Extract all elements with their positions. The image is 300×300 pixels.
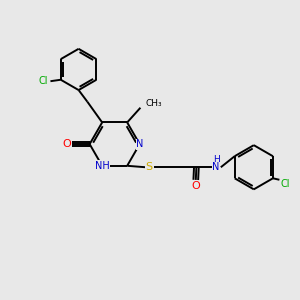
Text: N: N bbox=[136, 139, 143, 149]
Text: O: O bbox=[63, 139, 71, 149]
Text: NH: NH bbox=[95, 161, 110, 171]
Text: N: N bbox=[212, 162, 220, 172]
Text: S: S bbox=[146, 162, 153, 172]
Text: Cl: Cl bbox=[281, 179, 290, 189]
Text: H: H bbox=[213, 155, 220, 164]
Text: O: O bbox=[191, 182, 200, 191]
Text: CH₃: CH₃ bbox=[146, 99, 162, 108]
Text: Cl: Cl bbox=[38, 76, 48, 86]
